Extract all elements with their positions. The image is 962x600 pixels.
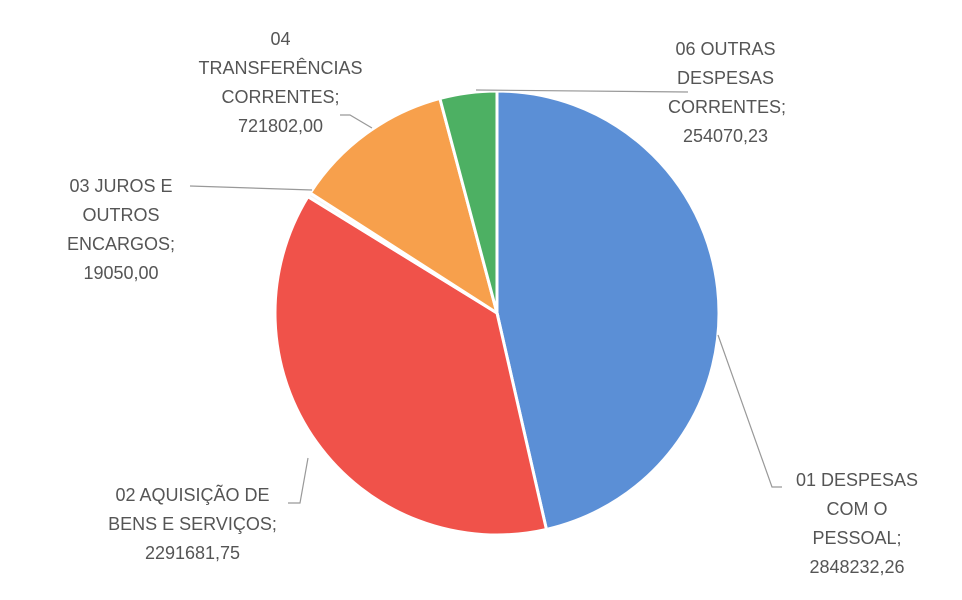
value-label: 19050,00 xyxy=(83,263,159,283)
leader-line xyxy=(717,334,782,488)
value-label: 2291681,75 xyxy=(144,543,241,563)
category-label: 01 DESPESAS COM O PESSOAL; xyxy=(795,470,919,548)
leader-line xyxy=(288,457,309,504)
leader-lines xyxy=(189,89,782,504)
data-label: 03 JUROS E OUTROS ENCARGOS; 19050,00 xyxy=(62,172,180,288)
category-label: 04 TRANSFERÊNCIAS CORRENTES; xyxy=(198,29,363,107)
category-label: 02 AQUISIÇÃO DE BENS E SERVIÇOS; xyxy=(108,485,277,534)
data-label: 04 TRANSFERÊNCIAS CORRENTES; 721802,00 xyxy=(198,25,363,141)
category-label: 03 JUROS E OUTROS ENCARGOS; xyxy=(66,176,176,254)
data-label: 01 DESPESAS COM O PESSOAL; 2848232,26 xyxy=(782,466,932,582)
value-label: 254070,23 xyxy=(682,126,769,146)
value-label: 721802,00 xyxy=(237,116,324,136)
value-label: 2848232,26 xyxy=(809,557,905,577)
data-label: 06 OUTRAS DESPESAS CORRENTES; 254070,23 xyxy=(668,35,787,151)
leader-line xyxy=(340,114,373,129)
slice xyxy=(273,194,549,537)
data-label: 02 AQUISIÇÃO DE BENS E SERVIÇOS; 2291681,… xyxy=(100,481,285,568)
leader-line xyxy=(189,185,313,191)
pie xyxy=(273,89,721,537)
leader-line xyxy=(475,89,689,93)
slice xyxy=(495,89,721,532)
slice xyxy=(438,89,499,314)
slice xyxy=(308,96,500,317)
category-label: 06 OUTRAS DESPESAS CORRENTES; xyxy=(668,39,787,117)
